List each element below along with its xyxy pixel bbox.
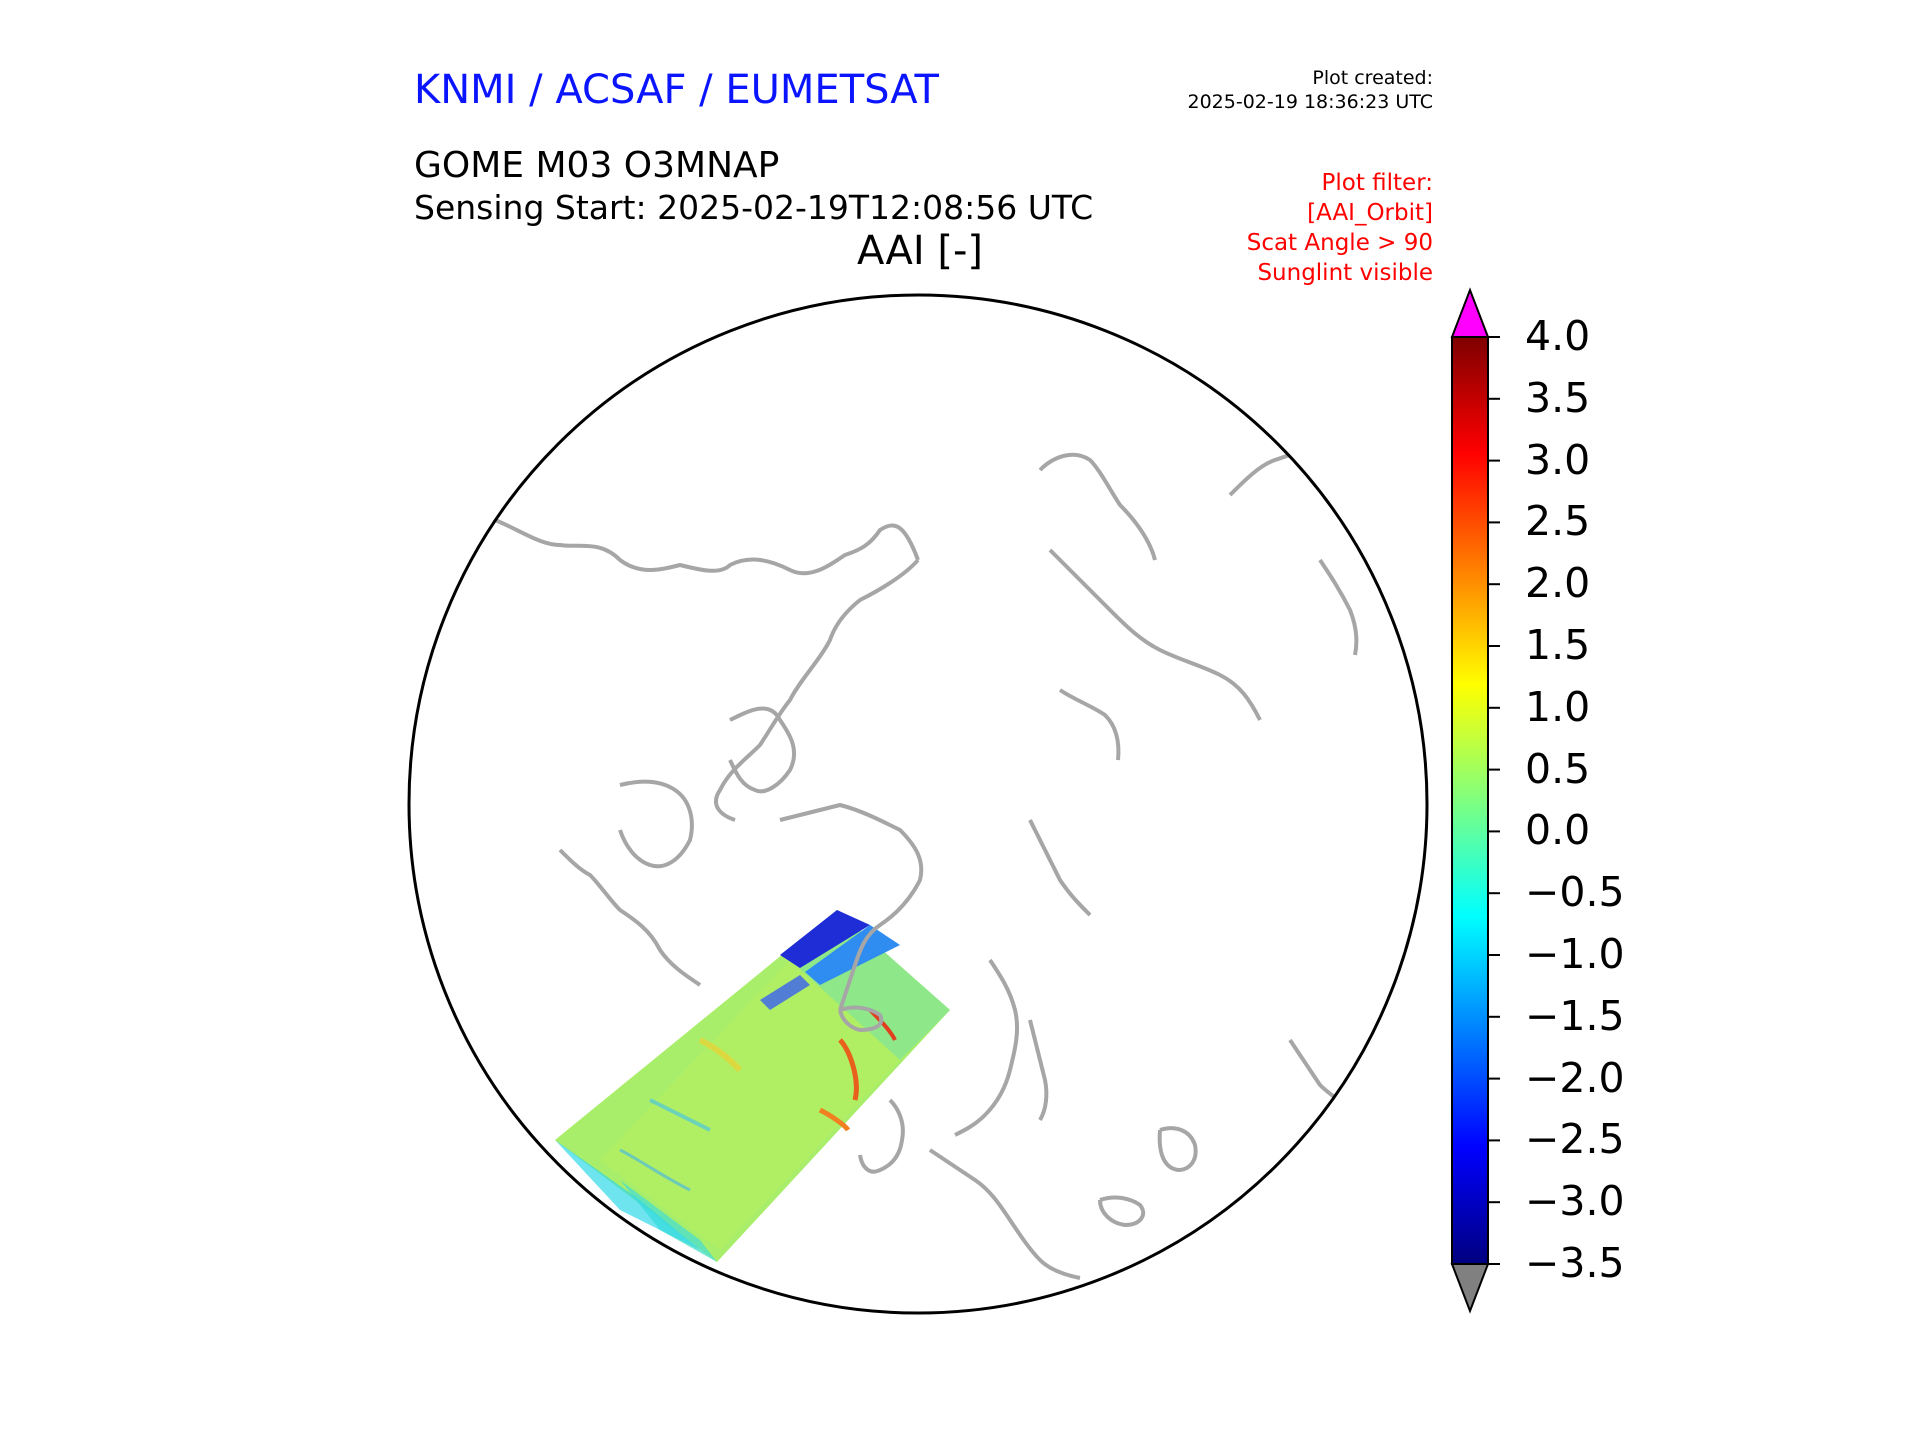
plot-filter-scat-angle: Scat Angle > 90	[1246, 230, 1433, 256]
coast-chukotka	[1038, 452, 1157, 561]
coastlines	[494, 393, 1427, 1280]
coast-canada-archipelago	[728, 706, 797, 794]
coast-novaya-zemlya	[1028, 819, 1092, 917]
colorbar-under-arrow	[1450, 1263, 1490, 1314]
colorbar	[1450, 287, 1500, 1314]
plot-created-time: 2025-02-19 18:36:23 UTC	[1187, 91, 1434, 113]
colorbar-tick-label: −2.5	[1525, 1115, 1625, 1164]
colorbar-tick-label: 4.0	[1525, 312, 1591, 360]
plot-filter-name: [AAI_Orbit]	[1307, 200, 1433, 226]
coast-russia-east	[1228, 393, 1427, 497]
colorbar-tick-label: −2.0	[1525, 1053, 1625, 1102]
coast-alaska	[494, 518, 920, 576]
colorbar-tick-label: −3.0	[1525, 1177, 1625, 1226]
coast-china	[1288, 1038, 1352, 1112]
colorbar-tick-label: 0.0	[1525, 806, 1591, 855]
coast-caspian	[1157, 1126, 1198, 1172]
coast-iceland	[838, 1005, 884, 1032]
aai-swath	[555, 910, 950, 1262]
plot-created-block: Plot created: 2025-02-19 18:36:23 UTC	[1100, 66, 1434, 114]
colorbar-tick-label: −1.5	[1525, 991, 1625, 1040]
coast-taymyr	[1058, 688, 1121, 761]
coast-hudson	[618, 779, 694, 869]
colorbar-tick-label: 0.5	[1525, 744, 1591, 793]
coast-kamchatka	[1318, 558, 1359, 656]
colorbar-over-arrow	[1450, 287, 1490, 338]
coast-uk	[858, 1098, 905, 1174]
colorbar-tick-label: 3.0	[1525, 435, 1591, 484]
coast-siberia	[1048, 548, 1262, 721]
coast-finland	[1028, 1019, 1049, 1122]
sensing-start: Sensing Start: 2025-02-19T12:08:56 UTC	[414, 188, 1094, 227]
colorbar-tick-label: 1.0	[1525, 682, 1591, 731]
plot-created-label: Plot created:	[1312, 67, 1433, 89]
coast-europe	[928, 1148, 1081, 1280]
colorbar-tick-label: 3.5	[1525, 373, 1591, 422]
colorbar-body	[1451, 336, 1489, 1265]
coast-canada-north	[714, 558, 920, 822]
colorbar-tick-label: 2.0	[1525, 559, 1591, 608]
colorbar-ticks	[1488, 336, 1500, 1265]
map-title: AAI [-]	[857, 228, 983, 274]
colorbar-tick-label: −0.5	[1525, 868, 1625, 917]
product-name: GOME M03 O3MNAP	[414, 145, 780, 186]
colorbar-tick-label: −3.5	[1525, 1239, 1625, 1287]
colorbar-tick-label: 2.5	[1525, 497, 1591, 546]
coast-scandinavia	[954, 958, 1020, 1137]
coast-labrador	[558, 848, 702, 987]
colorbar-tick-label: −1.0	[1525, 930, 1625, 978]
colorbar-tick-label: 1.5	[1525, 621, 1591, 669]
coast-black-sea	[1098, 1195, 1146, 1227]
map-content	[494, 393, 1427, 1280]
plot-filter-sunglint: Sunglint visible	[1257, 260, 1433, 286]
map-frame	[407, 293, 1429, 1315]
plot-filter-label: Plot filter:	[1321, 170, 1433, 196]
agency-title: KNMI / ACSAF / EUMETSAT	[414, 67, 939, 113]
plot-filter-block: Plot filter: [AAI_Orbit] Scat Angle > 90…	[1100, 168, 1433, 288]
coast-greenland	[779, 803, 924, 1011]
